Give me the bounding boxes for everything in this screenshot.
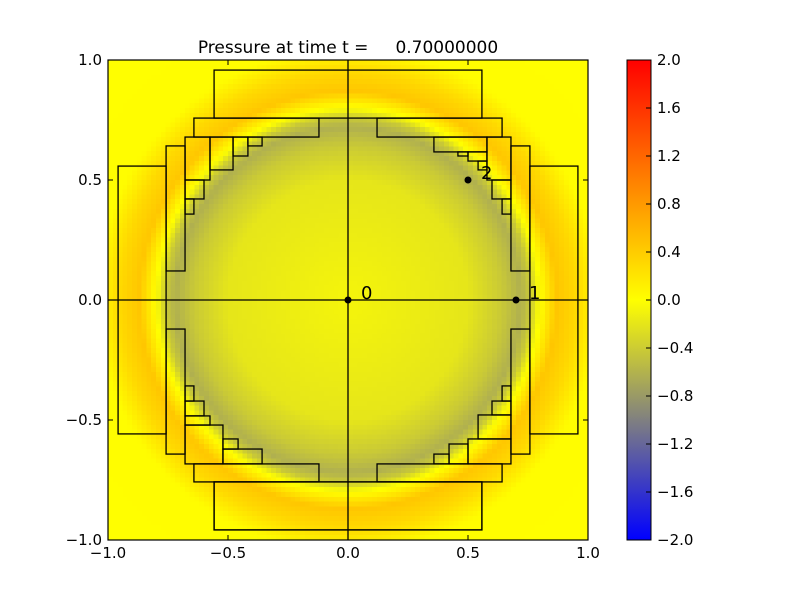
amr-patch [184, 385, 195, 402]
amr-patch [184, 400, 205, 417]
amr-patch [209, 136, 234, 171]
amr-patch [165, 328, 186, 455]
amr-patch [247, 136, 263, 147]
amr-patch [467, 151, 488, 162]
y-tick-label: 1.0 [78, 51, 102, 69]
amr-patch [477, 414, 512, 440]
y-tick-label: −0.5 [66, 411, 102, 429]
colorbar-tick-label: 0.8 [657, 195, 681, 213]
amr-patch [222, 448, 263, 465]
colorbar-tick-label: −2.0 [657, 531, 693, 549]
amr-patch [222, 438, 239, 450]
y-tick-label: −1.0 [66, 531, 102, 549]
amr-patch [491, 179, 512, 200]
x-tick-label: −1.0 [90, 544, 126, 562]
amr-patch [184, 415, 211, 426]
amr-patch [457, 151, 469, 157]
colorbar-tick-label: 1.6 [657, 99, 681, 117]
x-tick-label: 1.0 [576, 544, 600, 562]
gauge-point [344, 296, 352, 304]
colorbar-tick-label: 0.0 [657, 291, 681, 309]
amr-patch [184, 179, 205, 200]
colorbar-tick-label: 2.0 [657, 51, 681, 69]
colorbar-tick-label: −1.6 [657, 483, 693, 501]
amr-patches [108, 60, 588, 540]
colorbar-tick-label: 1.2 [657, 147, 681, 165]
y-tick-label: 0.5 [78, 171, 102, 189]
colorbar-tick-label: 0.4 [657, 243, 681, 261]
amr-patch [491, 400, 512, 416]
x-tick-label: −0.5 [210, 544, 246, 562]
x-tick-label: 0.0 [336, 544, 360, 562]
amr-patch [193, 117, 320, 138]
gauge-point [464, 176, 472, 184]
amr-patch [501, 198, 512, 215]
amr-patch [184, 136, 211, 181]
amr-patch [510, 145, 531, 272]
colorbar-tick-label: −1.2 [657, 435, 693, 453]
x-tick-label: 0.5 [456, 544, 480, 562]
amr-patch [467, 438, 512, 465]
colorbar-tick-label: −0.4 [657, 339, 693, 357]
amr-patch [433, 136, 488, 153]
gauge-label: 2 [481, 163, 492, 184]
axis-ticks: −1.0 −0.5 0.0 0.5 1.0 −1.0 −0.5 0.0 0.5 1.0 [66, 51, 600, 562]
gauge-label: 1 [529, 283, 540, 304]
y-tick-label: 0.0 [78, 291, 102, 309]
amr-patch [165, 145, 186, 272]
colorbar-ticks: 2.0 1.6 1.2 0.8 0.4 0.0 −0.4 −0.8 −1.2 −1.6 −2.0 [646, 51, 693, 549]
amr-patch [232, 136, 249, 157]
colorbar-tick-label: −0.8 [657, 387, 693, 405]
amr-patch [184, 198, 195, 215]
amr-patch [501, 385, 512, 402]
amr-patch [376, 117, 503, 138]
amr-patch [376, 463, 503, 483]
amr-patch [433, 453, 450, 465]
amr-patch [184, 424, 224, 465]
gauges: 0 1 2 [344, 163, 540, 304]
chart-title: Pressure at time t = 0.70000000 [198, 38, 498, 58]
amr-patch [448, 443, 469, 465]
gauge-point [512, 296, 520, 304]
gauge-label: 0 [361, 283, 372, 304]
amr-patch [193, 463, 320, 483]
amr-patch [510, 328, 531, 455]
amr-patch [477, 160, 488, 171]
